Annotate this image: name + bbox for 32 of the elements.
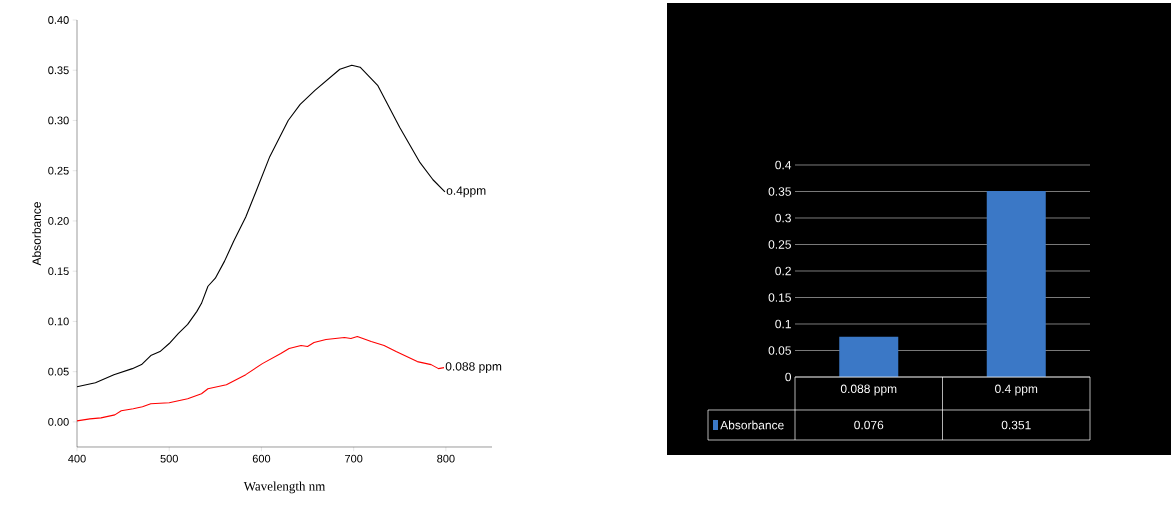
series-label: o.4ppm — [446, 186, 486, 198]
line-series — [76, 335, 445, 422]
y-tick-label: 0.05 — [48, 367, 69, 376]
series-label: 0.088 ppm — [445, 362, 502, 374]
x-tick-label: 500 — [160, 454, 178, 463]
y-tick-label: 0.2 — [775, 266, 791, 276]
x-tick-label: 800 — [437, 454, 455, 463]
x-tick-label: 400 — [68, 454, 86, 463]
y-tick-label: 0.3 — [775, 213, 791, 223]
y-tick-label: 0.35 — [768, 187, 791, 196]
x-tick-label: 600 — [252, 454, 271, 463]
y-tick-label: 0.15 — [48, 267, 69, 276]
y-tick-label: 0.00 — [48, 418, 69, 426]
y-tick-label: 0.1 — [775, 319, 791, 329]
legend-label: Absorbance — [720, 420, 784, 430]
x-axis-title: Wavelength nm — [243, 481, 326, 494]
y-tick-label: 0.25 — [48, 166, 69, 175]
y-tick-label: 0.25 — [768, 240, 791, 249]
data-label: 0.076 — [854, 420, 884, 430]
y-axis-title: Absorbance — [32, 202, 41, 266]
y-tick-label: 0.30 — [48, 116, 69, 125]
y-tick-label: 0.05 — [768, 346, 791, 355]
y-tick-label: 0 — [785, 372, 792, 382]
y-tick-label: 0.15 — [768, 293, 791, 302]
x-tick-label: 700 — [345, 454, 363, 463]
y-tick-label: 0.10 — [48, 317, 69, 326]
x-tick-label: 0.4 ppm — [995, 384, 1038, 396]
y-tick-label: 0.35 — [48, 66, 69, 75]
y-tick-label: 0.4 — [775, 160, 792, 170]
y-tick-label: 0.40 — [48, 16, 69, 24]
data-label: 0.351 — [1001, 420, 1031, 430]
y-tick-label: 0.20 — [48, 217, 69, 225]
